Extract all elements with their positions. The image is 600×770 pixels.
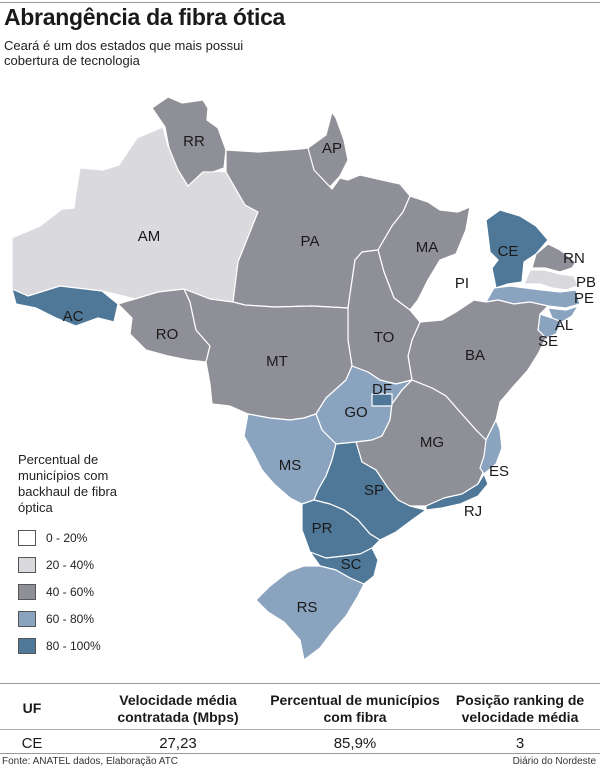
legend-label: 60 - 80% bbox=[46, 612, 95, 626]
svg-text:RR: RR bbox=[183, 133, 205, 150]
legend-item: 0 - 20% bbox=[18, 529, 101, 547]
legend-item: 80 - 100% bbox=[18, 637, 101, 655]
table-mid-rule bbox=[0, 729, 600, 730]
table-header-speed: Velocidade média contratada (Mbps) bbox=[117, 692, 239, 725]
table-header-percent: Percentual de municípios com fibra bbox=[270, 692, 440, 725]
legend-item: 60 - 80% bbox=[18, 610, 101, 628]
svg-text:TO: TO bbox=[374, 329, 395, 346]
table-header-ranking: Posição ranking de velocidade média bbox=[455, 692, 585, 725]
svg-text:MS: MS bbox=[279, 457, 302, 474]
table-cell-percent: 85,9% bbox=[333, 735, 377, 752]
svg-text:AM: AM bbox=[138, 228, 161, 245]
svg-text:AC: AC bbox=[63, 308, 84, 325]
legend-swatch bbox=[18, 611, 36, 627]
table-cell-uf: CE bbox=[21, 735, 43, 752]
svg-text:PE: PE bbox=[574, 290, 594, 307]
legend-label: 20 - 40% bbox=[46, 558, 95, 572]
legend-swatch bbox=[18, 638, 36, 654]
legend-item: 20 - 40% bbox=[18, 556, 101, 574]
svg-text:DF: DF bbox=[372, 381, 392, 398]
legend-swatch bbox=[18, 584, 36, 600]
state-AC bbox=[11, 285, 119, 327]
legend-swatch bbox=[18, 530, 36, 546]
source-note: Fonte: ANATEL dados, Elaboração ATC bbox=[2, 756, 179, 767]
svg-text:PI: PI bbox=[455, 275, 469, 292]
top-rule bbox=[0, 2, 600, 3]
svg-text:CE: CE bbox=[498, 243, 519, 260]
table-top-rule bbox=[0, 683, 600, 684]
svg-text:SC: SC bbox=[341, 556, 362, 573]
state-PB bbox=[523, 269, 579, 291]
svg-text:PA: PA bbox=[301, 233, 320, 250]
brazil-map: RR AP AM PA MA CE RN PB PE AL SE PI AC R… bbox=[11, 96, 596, 661]
state-RR bbox=[151, 96, 227, 187]
svg-text:MA: MA bbox=[416, 239, 439, 256]
credit-note: Diário do Nordeste bbox=[512, 756, 596, 767]
svg-text:PR: PR bbox=[312, 520, 333, 537]
page-subtitle: Ceará é um dos estados que mais possui c… bbox=[4, 38, 244, 68]
state-CE bbox=[485, 209, 549, 289]
table-bottom-rule bbox=[0, 753, 600, 754]
svg-text:RO: RO bbox=[156, 326, 179, 343]
table-cell-ranking: 3 bbox=[515, 735, 525, 752]
legend-label: 40 - 60% bbox=[46, 585, 95, 599]
svg-text:BA: BA bbox=[465, 347, 485, 364]
legend-swatch bbox=[18, 557, 36, 573]
legend-label: 0 - 20% bbox=[46, 531, 88, 545]
legend-title: Percentual de municípios com backhaul de… bbox=[18, 452, 118, 515]
legend-label: 80 - 100% bbox=[46, 639, 101, 653]
state-ES bbox=[479, 419, 503, 475]
svg-text:ES: ES bbox=[489, 463, 509, 480]
state-SP bbox=[313, 441, 427, 541]
svg-text:PB: PB bbox=[576, 274, 596, 291]
svg-text:MG: MG bbox=[420, 434, 444, 451]
state-RJ bbox=[425, 473, 489, 511]
svg-text:SP: SP bbox=[364, 482, 384, 499]
svg-text:RS: RS bbox=[297, 599, 318, 616]
svg-text:AL: AL bbox=[555, 317, 573, 334]
page-title: Abrangência da fibra ótica bbox=[4, 4, 286, 30]
state-RN bbox=[531, 243, 577, 273]
svg-text:RJ: RJ bbox=[464, 503, 482, 520]
svg-text:GO: GO bbox=[344, 404, 367, 421]
table-cell-speed: 27,23 bbox=[159, 735, 197, 752]
svg-text:AP: AP bbox=[322, 140, 342, 157]
svg-text:SE: SE bbox=[538, 333, 558, 350]
table-header-uf: UF bbox=[22, 700, 42, 716]
legend: 0 - 20% 20 - 40% 40 - 60% 60 - 80% 80 - … bbox=[18, 529, 101, 664]
svg-text:RN: RN bbox=[563, 250, 585, 267]
state-MG bbox=[355, 379, 495, 507]
svg-text:MT: MT bbox=[266, 353, 288, 370]
legend-item: 40 - 60% bbox=[18, 583, 101, 601]
state-RS bbox=[255, 565, 365, 661]
